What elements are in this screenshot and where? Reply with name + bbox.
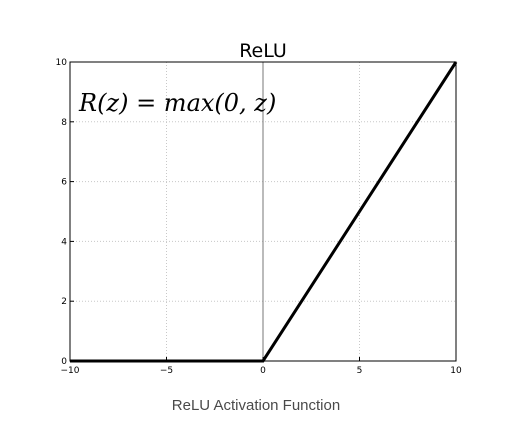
y-tick-label: 2 <box>61 297 67 307</box>
y-tick-label: 10 <box>56 58 68 68</box>
y-tick-label: 8 <box>61 118 67 128</box>
y-tick-label: 0 <box>61 357 67 367</box>
x-tick-label: 10 <box>450 366 462 376</box>
formula-annotation: R(z) = max(0, z) <box>78 89 276 117</box>
x-tick-label: −10 <box>61 366 80 376</box>
y-tick-label: 6 <box>61 178 67 188</box>
x-tick-label: 5 <box>357 366 363 376</box>
x-tick-label: −5 <box>160 366 173 376</box>
figure-caption: ReLU Activation Function <box>171 397 341 414</box>
chart-title: ReLU <box>239 40 287 62</box>
y-tick-label: 4 <box>61 237 67 247</box>
x-tick-label: 0 <box>260 366 266 376</box>
tick-layer: −10 −5 0 5 10 0 2 4 6 8 10 <box>56 58 462 376</box>
